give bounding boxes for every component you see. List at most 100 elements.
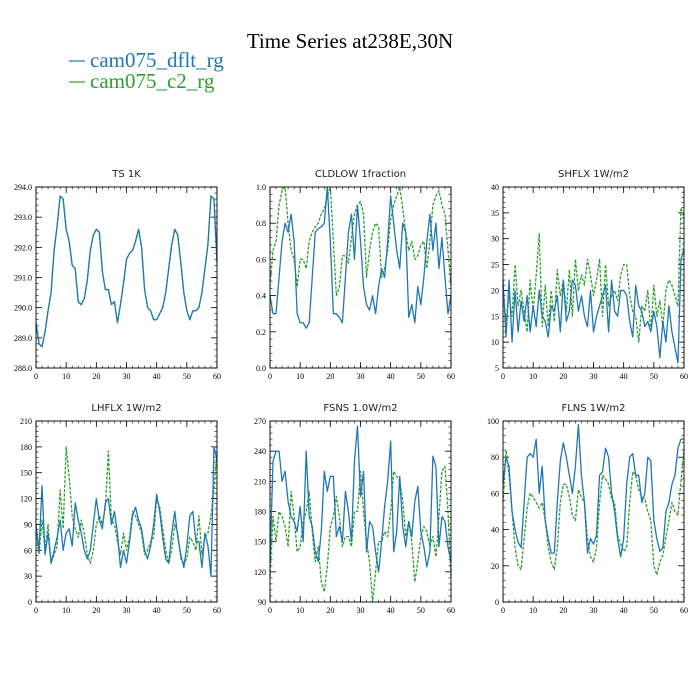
y-tick-label: 30 xyxy=(491,235,499,244)
series-line-cam075_dflt_rg xyxy=(502,248,685,364)
series-line-cam075_dflt_rg xyxy=(35,446,218,577)
x-tick-label: 50 xyxy=(417,372,425,381)
y-tick-label: 0.0 xyxy=(256,364,266,373)
y-tick-label: 100 xyxy=(487,417,499,426)
panel-title: TS 1K xyxy=(111,169,141,180)
y-tick-label: 0.2 xyxy=(256,328,266,337)
y-tick-label: 40 xyxy=(491,183,499,192)
x-tick-label: 50 xyxy=(417,606,425,615)
legend-label: cam075_c2_rg xyxy=(90,69,215,93)
x-tick-label: 40 xyxy=(620,606,628,615)
panel-5: FLNS 1W/m2 0 10 20 30 40 50 60 0 20 40 60 80 100 xyxy=(487,403,688,615)
x-tick-label: 10 xyxy=(296,606,304,615)
x-tick-label: 60 xyxy=(213,606,221,615)
y-tick-label: 210 xyxy=(254,477,266,486)
x-tick-label: 0 xyxy=(501,372,505,381)
y-tick-label: 25 xyxy=(491,261,499,270)
plot-frame xyxy=(35,186,218,369)
plot-frame xyxy=(502,420,685,603)
y-tick-label: 120 xyxy=(254,568,266,577)
series-line-cam075_c2_rg xyxy=(35,446,218,564)
panel-title: SHFLX 1W/m2 xyxy=(558,169,629,180)
legend-label: cam075_dflt_rg xyxy=(90,48,224,72)
x-tick-label: 20 xyxy=(559,606,567,615)
series-line-cam075_c2_rg xyxy=(502,207,685,343)
x-tick-label: 10 xyxy=(62,606,70,615)
x-tick-label: 40 xyxy=(387,372,395,381)
panel-2: SHFLX 1W/m2 0 10 20 30 40 50 60 5 10 15 20 25 30 35 40 xyxy=(491,169,688,381)
series-line-cam075_dflt_rg xyxy=(269,425,452,573)
plot-frame xyxy=(502,186,685,369)
x-tick-label: 10 xyxy=(62,372,70,381)
x-tick-label: 60 xyxy=(447,372,455,381)
y-tick-label: 289.0 xyxy=(14,334,32,343)
x-tick-label: 0 xyxy=(501,606,505,615)
y-tick-label: 0 xyxy=(495,598,499,607)
x-tick-label: 60 xyxy=(680,372,688,381)
y-tick-label: 210 xyxy=(20,417,32,426)
y-tick-label: 60 xyxy=(24,546,32,555)
x-tick-label: 30 xyxy=(590,372,598,381)
y-tick-label: 30 xyxy=(24,572,32,581)
y-tick-label: 20 xyxy=(491,562,499,571)
y-tick-label: 35 xyxy=(491,209,499,218)
plot-frame xyxy=(269,420,452,603)
x-tick-label: 30 xyxy=(357,606,365,615)
x-tick-label: 10 xyxy=(529,606,537,615)
y-tick-label: 15 xyxy=(491,312,499,321)
x-tick-label: 40 xyxy=(387,606,395,615)
y-tick-label: 120 xyxy=(20,495,32,504)
y-tick-label: 40 xyxy=(491,526,499,535)
y-tick-label: 60 xyxy=(491,489,499,498)
panel-title: FSNS 1.0W/m2 xyxy=(323,403,397,414)
x-tick-label: 30 xyxy=(123,372,131,381)
panel-1: CLDLOW 1fraction 0 10 20 30 40 50 60 0.0 0.2 0.4 0.… xyxy=(256,169,455,381)
y-tick-label: 0 xyxy=(28,598,32,607)
y-tick-label: 291.0 xyxy=(14,274,32,283)
plot-frame xyxy=(269,186,452,369)
y-tick-label: 180 xyxy=(254,508,266,517)
y-tick-label: 290.0 xyxy=(14,304,32,313)
x-tick-label: 20 xyxy=(326,372,334,381)
y-tick-label: 180 xyxy=(20,443,32,452)
y-tick-label: 288.0 xyxy=(14,364,32,373)
y-tick-label: 80 xyxy=(491,453,499,462)
y-tick-label: 240 xyxy=(254,447,266,456)
y-tick-label: 270 xyxy=(254,417,266,426)
series-line-cam075_c2_rg xyxy=(269,465,452,603)
series-line-cam075_dflt_rg xyxy=(269,186,452,329)
y-tick-label: 294.0 xyxy=(14,183,32,192)
x-tick-label: 40 xyxy=(153,606,161,615)
x-tick-label: 40 xyxy=(620,372,628,381)
y-tick-label: 1.0 xyxy=(256,183,266,192)
panel-title: LHFLX 1W/m2 xyxy=(91,403,161,414)
x-tick-label: 50 xyxy=(650,606,658,615)
panel-title: FLNS 1W/m2 xyxy=(561,403,625,414)
x-tick-label: 50 xyxy=(183,372,191,381)
x-tick-label: 0 xyxy=(34,372,38,381)
plot-frame xyxy=(35,420,218,603)
x-tick-label: 20 xyxy=(559,372,567,381)
legend-entry: cam075_dflt_rg xyxy=(69,48,224,72)
series-line-cam075_dflt_rg xyxy=(35,195,218,348)
x-tick-label: 40 xyxy=(153,372,161,381)
x-tick-label: 30 xyxy=(590,606,598,615)
x-tick-label: 20 xyxy=(326,606,334,615)
panel-3: LHFLX 1W/m2 0 10 20 30 40 50 60 0 30 60 90 120 150 180… xyxy=(20,403,221,615)
x-tick-label: 10 xyxy=(529,372,537,381)
x-tick-label: 30 xyxy=(357,372,365,381)
figure-title: Time Series at238E,30N xyxy=(247,29,453,53)
x-tick-label: 0 xyxy=(34,606,38,615)
x-tick-label: 60 xyxy=(213,372,221,381)
series-line-cam075_dflt_rg xyxy=(502,423,684,558)
x-tick-label: 0 xyxy=(268,372,272,381)
y-tick-label: 293.0 xyxy=(14,213,32,222)
x-tick-label: 20 xyxy=(92,606,100,615)
y-tick-label: 0.8 xyxy=(256,219,266,228)
panel-4: FSNS 1.0W/m2 0 10 20 30 40 50 60 90 120 150 180 210 2… xyxy=(254,403,455,615)
panel-grid: TS 1K 0 10 20 30 40 50 60 288.0 289.0 290.0 291.0 29… xyxy=(14,169,688,615)
y-tick-label: 20 xyxy=(491,286,499,295)
x-tick-label: 50 xyxy=(650,372,658,381)
